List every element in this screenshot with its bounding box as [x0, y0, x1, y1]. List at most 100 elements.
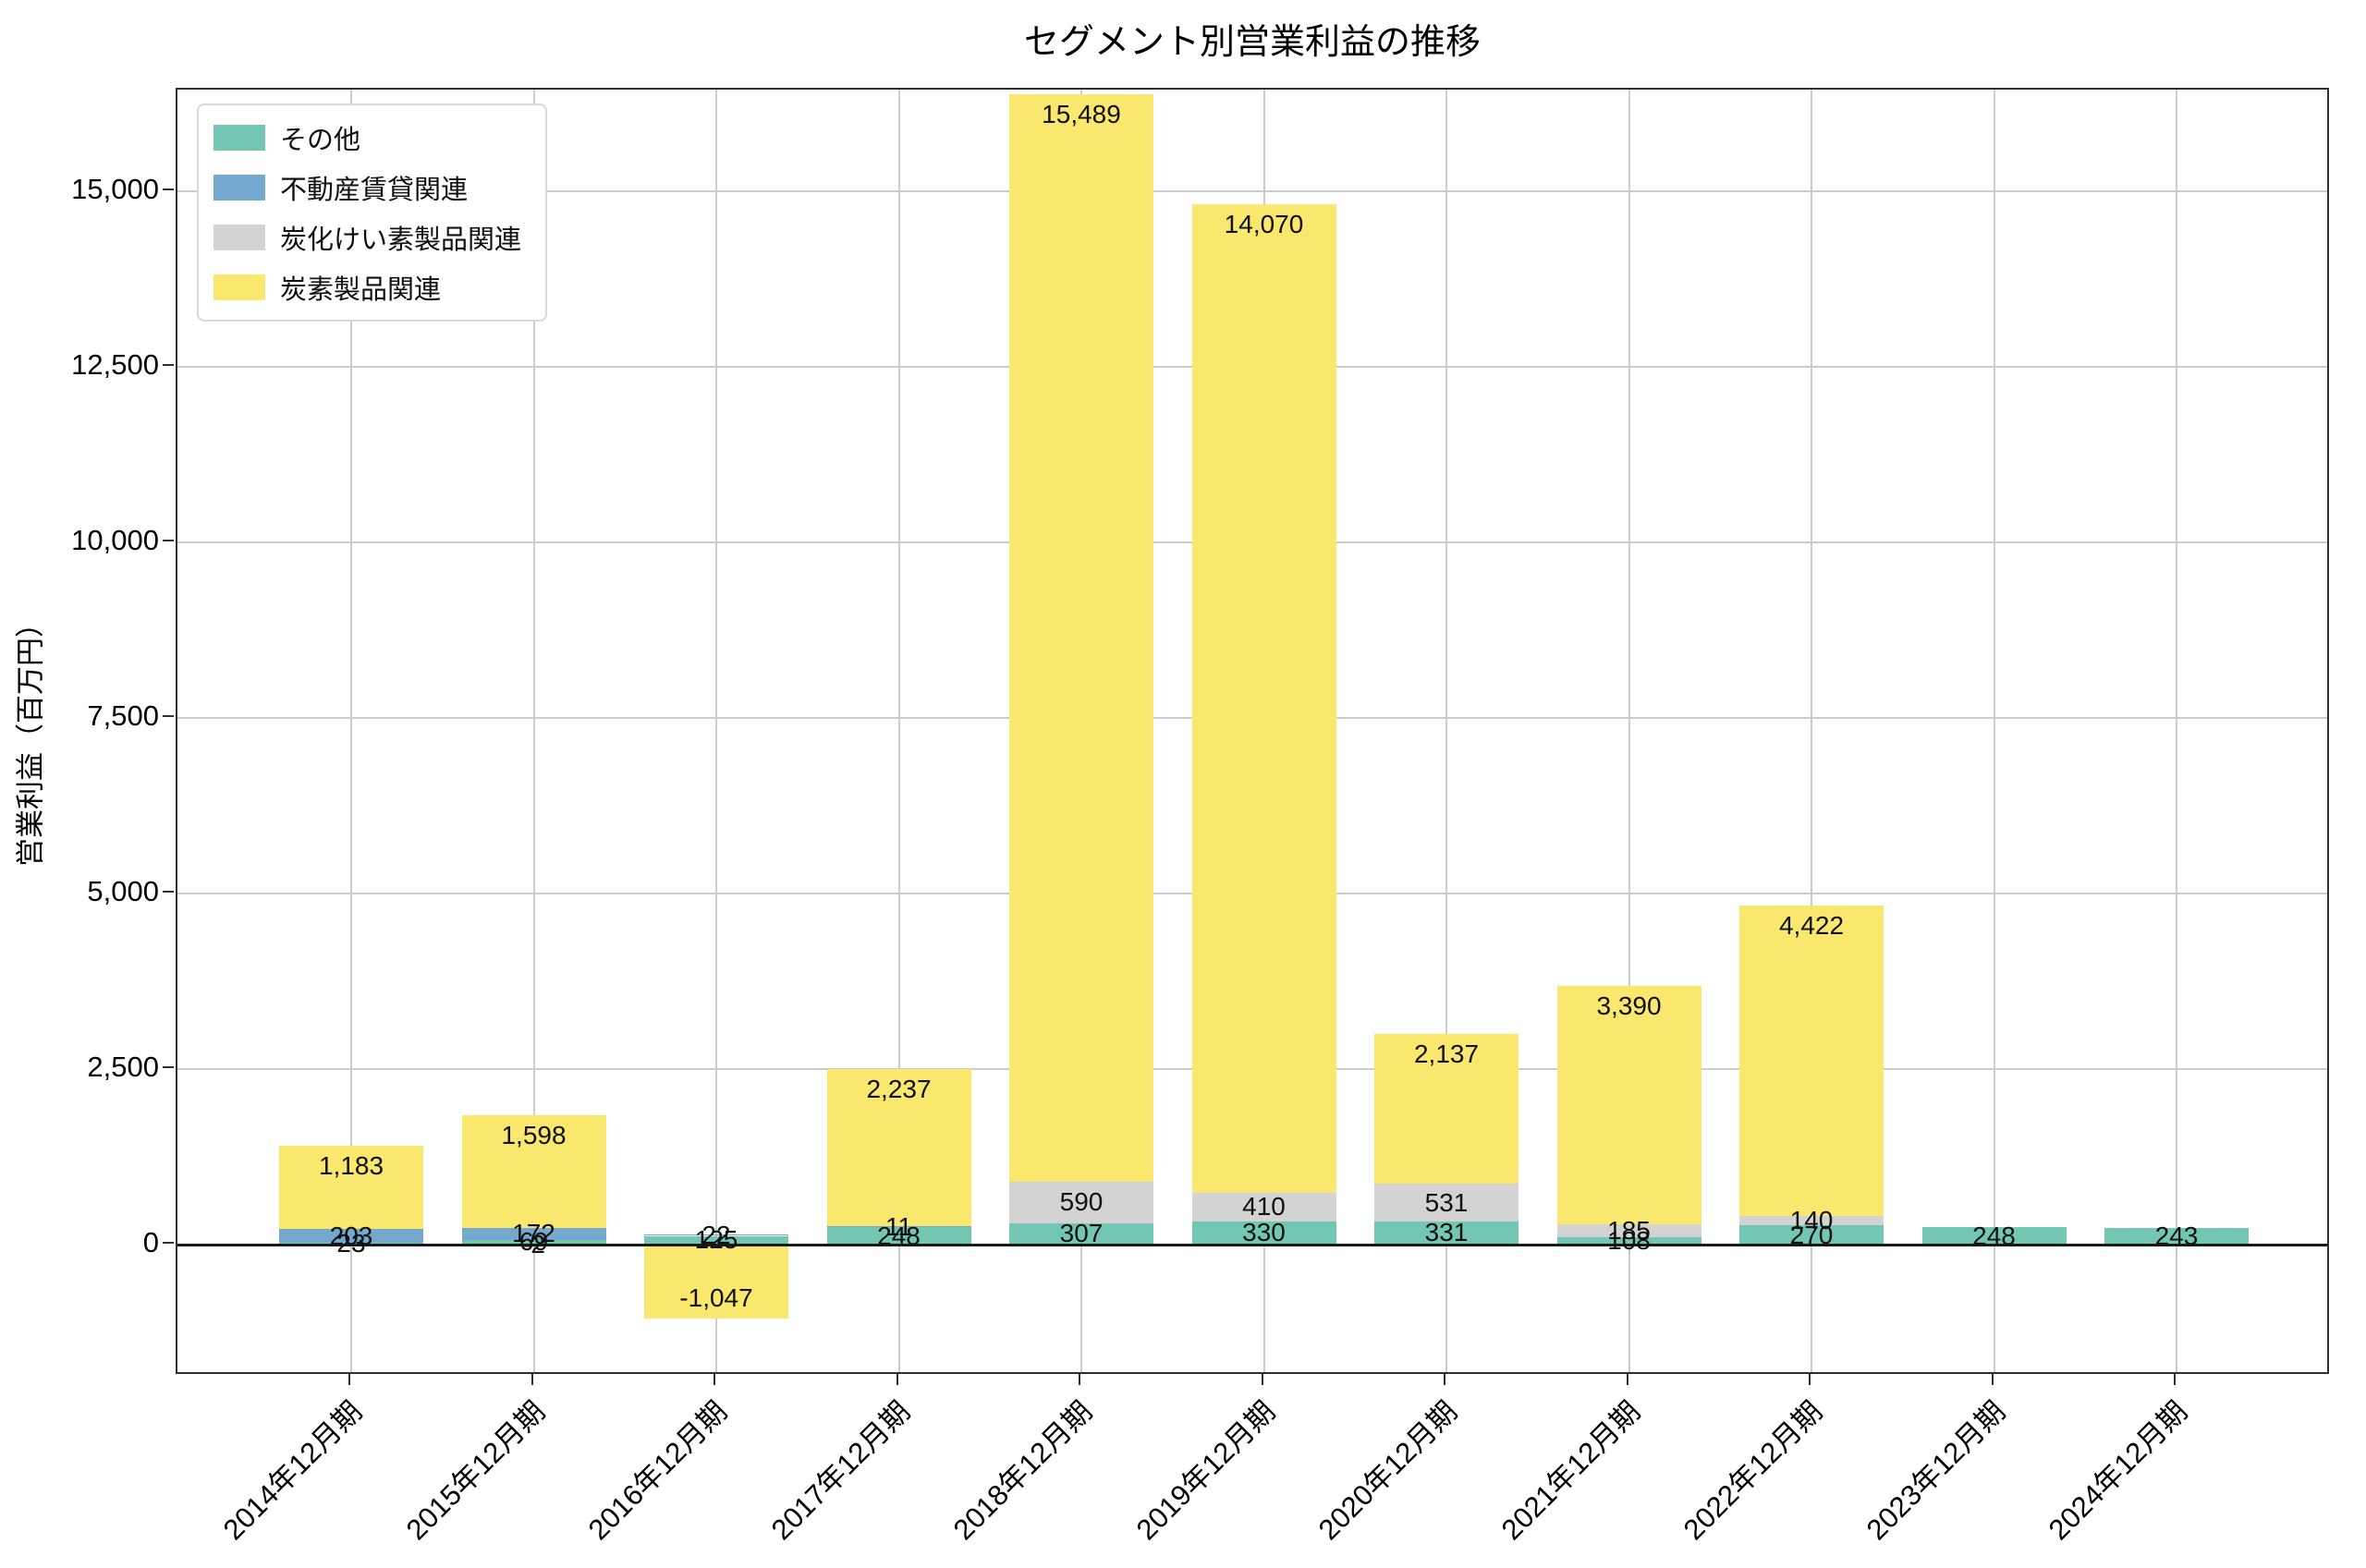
- y-tick-label: 5,000: [87, 875, 159, 907]
- zero-axis-line: [177, 1244, 2327, 1246]
- x-gridline: [532, 90, 535, 1372]
- y-tick-label: 15,000: [71, 173, 159, 205]
- bar-segment: [1191, 204, 1336, 1193]
- y-tick-mark: [163, 1242, 174, 1244]
- bar-value-label: 3,390: [1596, 991, 1662, 1021]
- bar-value-label: -1,047: [679, 1282, 753, 1312]
- bar-segment: [1009, 1222, 1153, 1245]
- y-tick-mark: [163, 1066, 174, 1068]
- legend: その他不動産賃貸関連炭化けい素製品関連 炭素製品関連: [197, 103, 548, 322]
- bar-segment: [461, 1227, 606, 1240]
- legend-label: 不動産賃貸関連: [280, 176, 469, 205]
- bar-segment: [1374, 1221, 1518, 1245]
- bar-value-label: 2,237: [866, 1075, 932, 1104]
- bar-segment: [2104, 1227, 2249, 1245]
- bar-segment: [826, 1227, 971, 1245]
- bar-value-label: 1,598: [501, 1121, 567, 1150]
- y-tick-mark: [163, 891, 174, 893]
- bar-value-label: 14,070: [1224, 210, 1304, 239]
- legend-swatch: [213, 175, 265, 201]
- bar-segment: [644, 1235, 788, 1245]
- bar-value-label: 140: [1789, 1206, 1834, 1235]
- bar-value-label: 2,137: [1413, 1039, 1480, 1069]
- bar-value-label: 108: [1607, 1225, 1651, 1255]
- bar-value-label: 410: [1242, 1192, 1286, 1222]
- bar-segment: [1556, 986, 1701, 1224]
- legend-swatch: [213, 225, 265, 250]
- x-tick-mark: [531, 1374, 533, 1385]
- bar-segment: [1191, 1221, 1336, 1245]
- y-tick-label: 7,500: [87, 699, 159, 732]
- bar-value-label: 248: [1972, 1221, 2016, 1250]
- x-gridline: [1811, 90, 1812, 1372]
- x-gridline: [1993, 90, 1995, 1372]
- bar-segment: [1739, 1215, 1884, 1226]
- bar-value-label: 331: [1424, 1218, 1469, 1247]
- bar-value-label: -2: [522, 1230, 545, 1259]
- x-gridline: [715, 90, 717, 1372]
- x-tick-mark: [896, 1374, 898, 1385]
- bar-value-label: 243: [2154, 1221, 2199, 1250]
- bar-segment: [1556, 1236, 1701, 1245]
- bar-segment: [461, 1115, 606, 1228]
- y-tick-label: 0: [142, 1226, 159, 1258]
- bar-value-label: 125: [694, 1225, 738, 1255]
- y-axis-label: 営業利益（百万円）: [14, 609, 47, 867]
- y-tick-label: 10,000: [71, 524, 159, 556]
- bar-segment: [644, 1234, 788, 1236]
- x-tick-mark: [1809, 1374, 1811, 1385]
- bar-segment: [1739, 905, 1884, 1216]
- bar-value-label: 307: [1059, 1219, 1104, 1248]
- bar-segment: [1009, 1181, 1153, 1223]
- x-tick-mark: [1079, 1374, 1080, 1385]
- y-gridline: [177, 190, 2327, 192]
- legend-label: 炭化けい素製品関連: [280, 225, 522, 255]
- x-gridline: [350, 90, 352, 1372]
- x-tick-mark: [1626, 1374, 1628, 1385]
- bar-value-label: 270: [1789, 1220, 1834, 1249]
- bar-value-label: 248: [877, 1221, 921, 1250]
- bar-segment: [1374, 1184, 1518, 1222]
- y-tick-mark: [163, 540, 174, 541]
- bar-segment: [1374, 1034, 1518, 1185]
- y-tick-label: 2,500: [87, 1051, 159, 1083]
- x-tick-mark: [348, 1374, 350, 1385]
- y-tick-label: 12,500: [71, 348, 159, 381]
- y-tick-mark: [163, 364, 174, 366]
- legend-swatch: [213, 125, 265, 151]
- x-tick-mark: [713, 1374, 715, 1385]
- legend-item: 炭化けい素製品関連: [213, 218, 521, 257]
- bar-segment: [644, 1245, 788, 1319]
- bar-value-label: 23: [336, 1229, 366, 1258]
- bar-value-label: 203: [329, 1221, 373, 1250]
- x-tick-mark: [1261, 1374, 1263, 1385]
- bar-value-label: 590: [1059, 1187, 1104, 1217]
- x-tick-mark: [1991, 1374, 1994, 1385]
- bar-value-label: 22: [701, 1220, 731, 1249]
- bar-segment: [1739, 1225, 1884, 1245]
- x-gridline: [2176, 90, 2177, 1372]
- bar-segment: [826, 1226, 971, 1228]
- bar-value-label: 4,422: [1778, 910, 1845, 940]
- legend-swatch: [213, 274, 265, 300]
- bar-value-label: 330: [1242, 1218, 1286, 1247]
- legend-item: 不動産賃貸関連: [213, 168, 521, 207]
- legend-label: 炭素製品関連: [280, 275, 442, 305]
- bar-segment: [461, 1239, 606, 1245]
- bar-value-label: 185: [1607, 1215, 1651, 1245]
- legend-item: その他: [213, 118, 521, 157]
- x-tick-label: 2014年12月期: [216, 1394, 369, 1547]
- bar-segment: [279, 1145, 423, 1229]
- bar-segment: [1009, 93, 1153, 1182]
- x-tick-mark: [1444, 1374, 1445, 1385]
- bar-value-label: 11: [884, 1211, 913, 1241]
- x-gridline: [1445, 90, 1447, 1372]
- bar-value-label: 15,489: [1042, 99, 1121, 128]
- y-tick-mark: [163, 188, 174, 190]
- bar-segment: [1556, 1223, 1701, 1237]
- bar-value-label: 172: [512, 1219, 555, 1248]
- x-gridline: [1628, 90, 1630, 1372]
- y-tick-mark: [163, 715, 174, 717]
- bar-segment: [279, 1228, 423, 1244]
